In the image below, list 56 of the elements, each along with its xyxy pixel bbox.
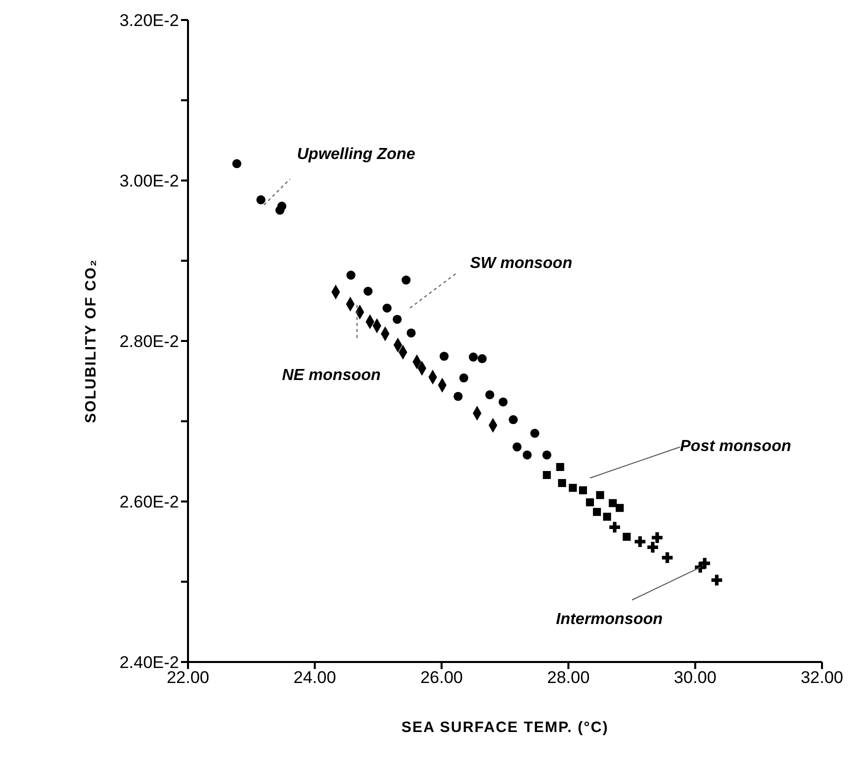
y-tick-label: 3.20E-2 bbox=[119, 11, 179, 30]
point bbox=[578, 486, 587, 494]
point bbox=[556, 462, 564, 471]
annotation: Intermonsoon bbox=[556, 611, 663, 628]
annotation: Upwelling Zone bbox=[297, 146, 416, 164]
point bbox=[662, 552, 673, 564]
y-tick-label: 2.80E-2 bbox=[119, 332, 179, 352]
point bbox=[699, 558, 710, 569]
point bbox=[652, 532, 663, 543]
point bbox=[485, 390, 494, 400]
point bbox=[508, 415, 518, 424]
point bbox=[459, 373, 468, 382]
point bbox=[364, 286, 373, 296]
x-tick-label: 26.00 bbox=[420, 668, 463, 688]
point bbox=[440, 352, 449, 361]
x-tick-label: 30.00 bbox=[674, 668, 716, 688]
point bbox=[512, 442, 522, 452]
point bbox=[622, 532, 631, 541]
x-tick-label: 28.00 bbox=[547, 668, 590, 688]
y-tick-label: 2.60E-2 bbox=[119, 492, 179, 512]
y-axis-title: SOLUBILITY OF CO₂ bbox=[82, 258, 100, 424]
annotation: NE monsoon bbox=[282, 367, 381, 384]
point bbox=[647, 542, 658, 553]
point bbox=[616, 504, 624, 512]
point bbox=[634, 536, 646, 547]
point bbox=[609, 522, 620, 533]
point bbox=[346, 270, 356, 280]
point bbox=[232, 159, 242, 168]
x-axis-title: SEA SURFACE TEMP. (°C) bbox=[401, 719, 609, 736]
point bbox=[711, 574, 722, 586]
point bbox=[392, 314, 402, 324]
point bbox=[603, 512, 612, 521]
point bbox=[406, 328, 416, 338]
annotation: SW monsoon bbox=[470, 255, 572, 272]
point bbox=[522, 450, 532, 460]
point bbox=[382, 304, 392, 313]
point bbox=[542, 450, 552, 460]
point bbox=[586, 498, 594, 506]
point bbox=[402, 276, 411, 285]
point bbox=[454, 392, 463, 401]
point bbox=[498, 397, 508, 406]
x-tick-label: 32.00 bbox=[800, 668, 844, 688]
point bbox=[542, 471, 551, 480]
y-tick-label: 3.00E-2 bbox=[119, 172, 179, 191]
point bbox=[558, 479, 566, 488]
point bbox=[596, 491, 604, 500]
point bbox=[478, 354, 487, 364]
point bbox=[608, 499, 617, 508]
x-tick-label: 24.00 bbox=[294, 668, 336, 688]
point bbox=[568, 484, 577, 492]
point bbox=[277, 202, 286, 211]
point bbox=[530, 428, 540, 438]
point bbox=[256, 195, 266, 204]
point bbox=[592, 508, 601, 516]
annotation: Post monsoon bbox=[680, 438, 792, 456]
point bbox=[468, 352, 478, 362]
